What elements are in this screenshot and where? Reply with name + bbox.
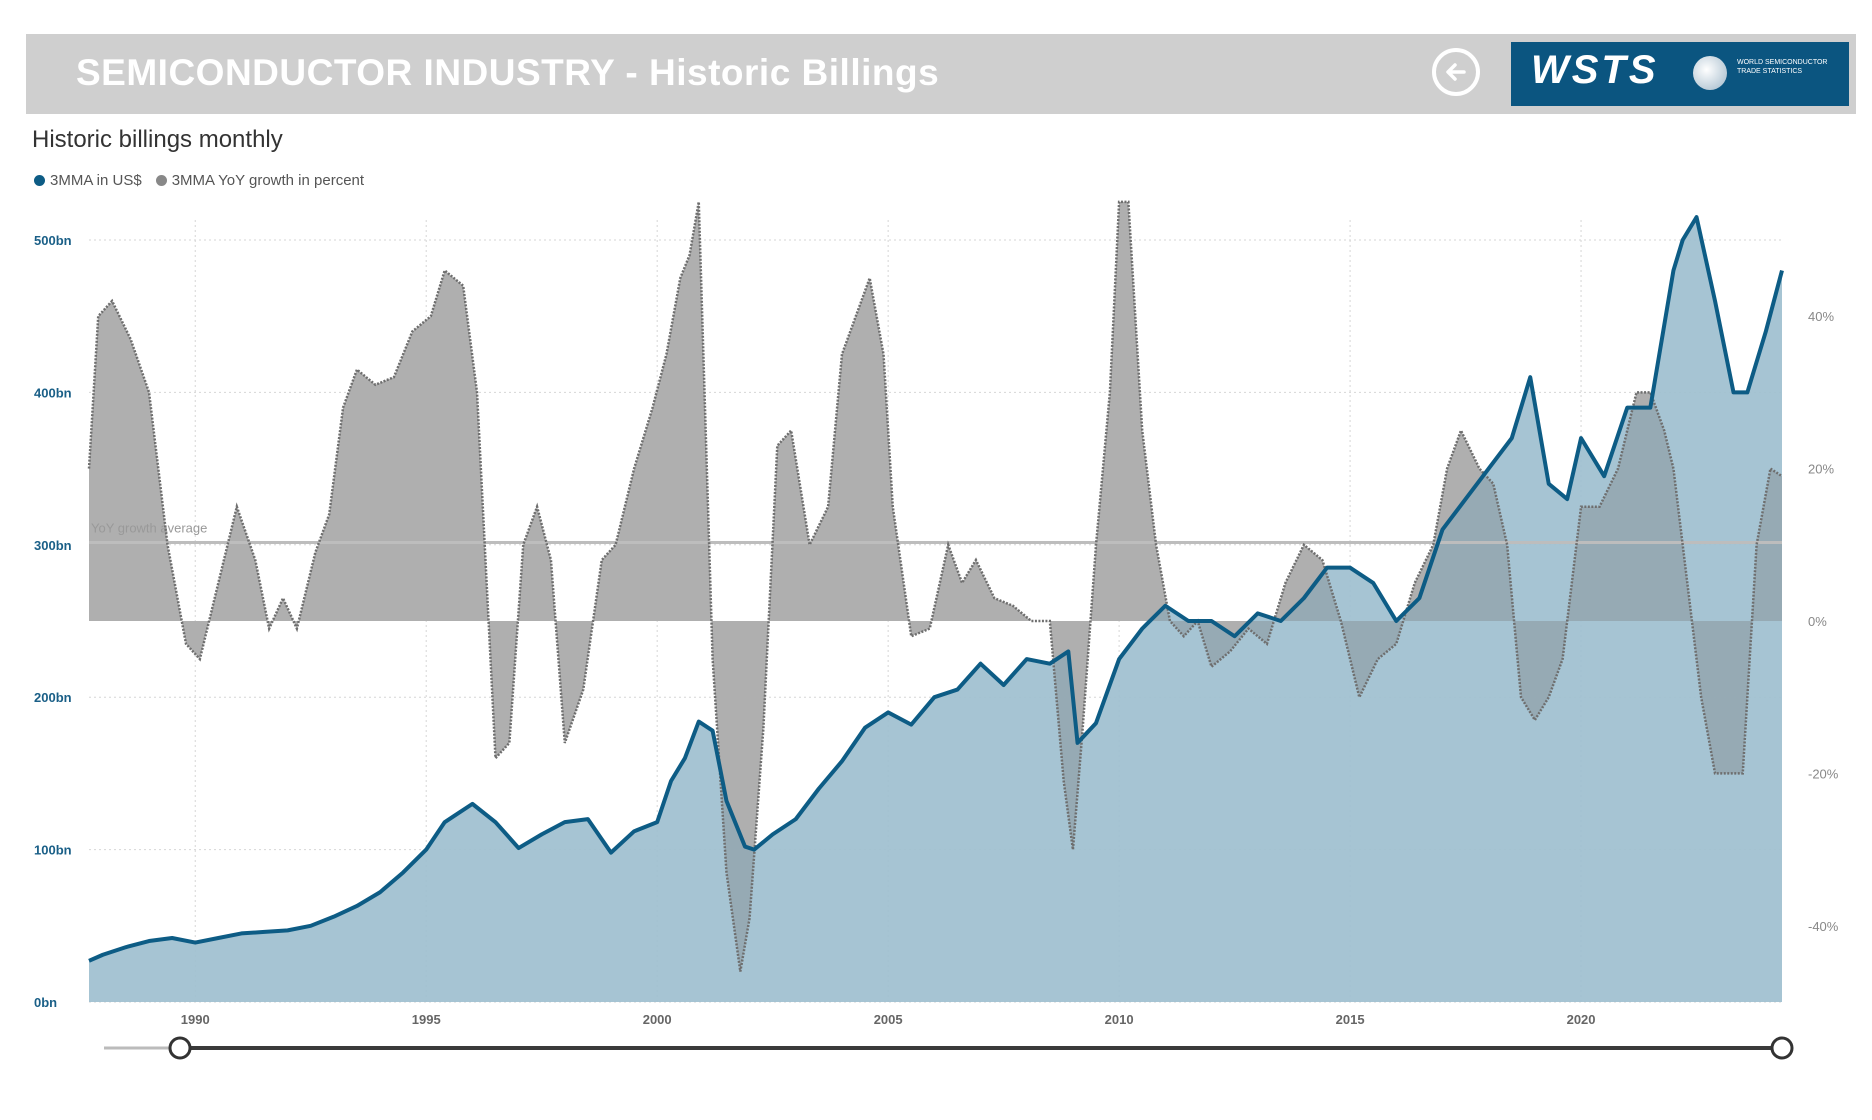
x-tick-label: 1990 xyxy=(181,1012,210,1027)
range-slider-handle-end[interactable] xyxy=(1770,1036,1794,1060)
arrow-left-icon xyxy=(1446,63,1466,81)
x-tick-label: 2005 xyxy=(874,1012,903,1027)
y-left-tick-label: 200bn xyxy=(34,690,72,705)
x-tick-label: 2000 xyxy=(643,1012,672,1027)
growth-overlap-area xyxy=(89,201,1782,972)
y-left-tick-label: 300bn xyxy=(34,538,72,553)
y-left-tick-label: 0bn xyxy=(34,995,57,1010)
legend-item-billings[interactable]: 3MMA in US$ xyxy=(34,172,142,189)
legend-marker-gray xyxy=(155,175,167,186)
page-title: SEMICONDUCTOR INDUSTRY - Historic Billin… xyxy=(76,52,940,93)
back-button[interactable] xyxy=(1432,48,1480,96)
billings-line xyxy=(88,215,1784,963)
x-tick-label: 1995 xyxy=(412,1012,441,1027)
legend-item-growth[interactable]: 3MMA YoY growth in percent xyxy=(155,172,365,189)
y-left-tick-label: 100bn xyxy=(34,843,72,858)
legend-label-billings: 3MMA in US$ xyxy=(50,172,142,189)
billings-area xyxy=(89,217,1782,1002)
globe-icon xyxy=(1693,56,1727,90)
logo-subtext: WORLD SEMICONDUCTOR TRADE STATISTICS xyxy=(1737,59,1828,75)
x-tick-label: 2020 xyxy=(1567,1012,1596,1027)
chart-legend: 3MMA in US$ 3MMA YoY growth in percent xyxy=(34,172,364,189)
y-left-tick-label: 500bn xyxy=(34,233,72,248)
chart-subtitle: Historic billings monthly xyxy=(32,126,283,153)
y-right-tick-label: -40% xyxy=(1808,919,1839,934)
x-tick-label: 2015 xyxy=(1336,1012,1365,1027)
y-left-tick-label: 400bn xyxy=(34,385,72,400)
legend-label-growth: 3MMA YoY growth in percent xyxy=(171,172,365,189)
x-tick-label: 2010 xyxy=(1105,1012,1134,1027)
range-slider-handle-start[interactable] xyxy=(168,1036,192,1060)
legend-marker-blue xyxy=(34,175,45,186)
y-right-tick-label: 0% xyxy=(1808,614,1827,629)
wsts-logo[interactable]: WSTS WORLD SEMICONDUCTOR TRADE STATISTIC… xyxy=(1511,42,1849,106)
average-growth-label: YoY growth average xyxy=(91,521,207,536)
y-right-tick-label: -20% xyxy=(1808,766,1839,781)
growth-line xyxy=(87,200,1783,972)
y-right-tick-label: 40% xyxy=(1808,309,1834,324)
y-right-tick-label: 20% xyxy=(1808,462,1834,477)
logo-wordmark: WSTS xyxy=(1531,48,1659,92)
header-bar: SEMICONDUCTOR INDUSTRY - Historic Billin… xyxy=(26,34,1856,114)
